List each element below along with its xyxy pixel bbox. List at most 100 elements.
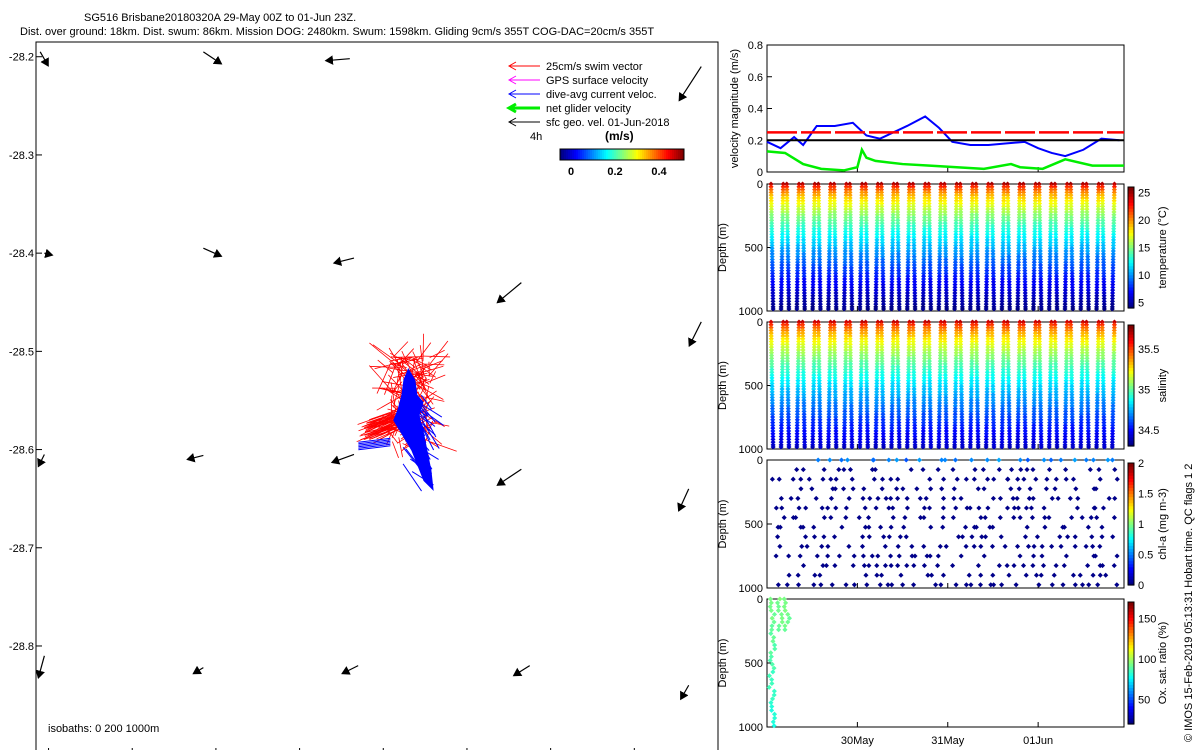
temperature-point bbox=[802, 298, 808, 304]
salinity-colorbar-tick-label: 34.5 bbox=[1138, 425, 1159, 437]
temperature-point bbox=[865, 296, 871, 302]
colorbar-cell bbox=[622, 149, 625, 160]
colorbar-cell bbox=[640, 149, 643, 160]
swim-vector bbox=[401, 350, 416, 380]
temperature-colorbar-cell bbox=[1128, 265, 1134, 270]
temperature-point bbox=[873, 296, 879, 302]
colorbar-cell bbox=[612, 149, 615, 160]
temperature-point bbox=[857, 298, 863, 304]
temperature-point bbox=[849, 301, 855, 307]
temperature-point bbox=[874, 226, 880, 232]
colorbar-cell bbox=[656, 149, 659, 160]
velocity-ytick-label: 0.6 bbox=[748, 72, 763, 84]
temperature-point bbox=[779, 256, 785, 262]
colorbar-cell bbox=[568, 149, 571, 160]
temperature-point bbox=[796, 206, 802, 212]
colorbar-cell bbox=[626, 149, 629, 160]
colorbar-cell bbox=[586, 149, 589, 160]
colorbar-cell bbox=[562, 149, 565, 160]
dive-avg-current-vector bbox=[402, 446, 419, 467]
colorbar-cell bbox=[674, 149, 677, 160]
temperature-point bbox=[779, 279, 785, 285]
temperature-point bbox=[784, 189, 790, 195]
temperature-colorbar-cell bbox=[1128, 277, 1134, 282]
colorbar-cell bbox=[646, 149, 649, 160]
temperature-point bbox=[833, 284, 839, 290]
temperature-colorbar-tick-label: 15 bbox=[1138, 243, 1150, 255]
swim-vector bbox=[429, 371, 437, 384]
swim-vector bbox=[413, 358, 431, 368]
temperature-point bbox=[833, 290, 839, 296]
dive-avg-current-vector bbox=[405, 414, 426, 436]
legend-duration: 4h bbox=[530, 131, 542, 143]
swim-vector bbox=[415, 365, 444, 375]
colorbar-cell bbox=[592, 149, 595, 160]
speed-colorbar: 0 0.2 0.4 bbox=[559, 148, 685, 178]
temperature-point bbox=[768, 195, 774, 201]
geo-velocity-arrow bbox=[332, 256, 355, 266]
temperature-point bbox=[826, 279, 832, 285]
salinity-colorbar-cell bbox=[1128, 325, 1134, 329]
temperature-point bbox=[769, 270, 776, 276]
swim-vector bbox=[423, 363, 445, 366]
temperature-colorbar-cell bbox=[1128, 214, 1134, 218]
temperature-point bbox=[826, 273, 832, 279]
temperature-point bbox=[847, 203, 853, 209]
colorbar-cell bbox=[636, 149, 639, 160]
temperature-point bbox=[780, 192, 786, 198]
temperature-point bbox=[769, 259, 775, 265]
colorbar-cell bbox=[614, 149, 617, 160]
temperature-point bbox=[768, 212, 775, 218]
temperature-colorbar-frame bbox=[1127, 186, 1135, 309]
temperature-colorbar-cell bbox=[1128, 196, 1134, 200]
dive-avg-current-vector bbox=[420, 394, 432, 410]
swim-vector bbox=[366, 414, 391, 424]
temperature-point bbox=[816, 195, 822, 201]
colorbar-cell bbox=[632, 149, 635, 160]
temperature-point bbox=[832, 256, 838, 262]
colorbar-cell bbox=[602, 149, 605, 160]
temperature-point bbox=[785, 228, 791, 235]
temperature-point bbox=[801, 293, 807, 299]
chla-colorbar-tick-label: 0.5 bbox=[1138, 550, 1153, 562]
temperature-point bbox=[831, 201, 837, 207]
temperature-point bbox=[785, 273, 791, 279]
temperature-point bbox=[848, 256, 854, 262]
temperature-point bbox=[863, 217, 869, 223]
temperature-point bbox=[810, 276, 816, 282]
legend-label: net glider velocity bbox=[546, 103, 631, 115]
geo-velocity-arrow bbox=[341, 665, 359, 675]
temperature-point bbox=[795, 212, 802, 218]
temperature-point bbox=[827, 212, 833, 218]
temperature-colorbar-tick-label: 10 bbox=[1138, 270, 1150, 282]
dive-avg-current-vector bbox=[358, 439, 391, 445]
geo-velocity-arrow bbox=[203, 247, 223, 258]
dive-avg-current-vector bbox=[358, 440, 391, 446]
geo-velocity-arrow bbox=[324, 55, 350, 65]
temperature-point bbox=[827, 192, 833, 198]
chart-subtitle: Dist. over ground: 18km. Dist. swum: 86k… bbox=[20, 26, 655, 38]
velocity-ytick-label: 0.4 bbox=[748, 104, 763, 116]
temperature-point bbox=[873, 268, 879, 274]
dive-avg-current-vector bbox=[408, 403, 428, 417]
temperature-point bbox=[832, 262, 839, 268]
temperature-point bbox=[864, 270, 870, 276]
temperature-colorbar-cell bbox=[1128, 301, 1134, 306]
temperature-point bbox=[815, 192, 822, 198]
temperature-colorbar-cell bbox=[1128, 187, 1134, 191]
temperature-point bbox=[863, 187, 869, 193]
temperature-point bbox=[832, 240, 838, 246]
temperature-point bbox=[873, 273, 879, 279]
legend-arrowhead bbox=[505, 102, 517, 114]
temperature-point bbox=[874, 248, 880, 254]
chart-title: SG516 Brisbane20180320A 29-May 00Z to 01… bbox=[84, 12, 357, 24]
temperature-point bbox=[801, 287, 807, 293]
temperature-point bbox=[849, 296, 855, 302]
temperature-point bbox=[810, 284, 816, 290]
temperature-point bbox=[769, 262, 775, 268]
temperature-point bbox=[769, 214, 775, 221]
temperature-point bbox=[794, 301, 800, 307]
temperature-point bbox=[841, 306, 847, 312]
